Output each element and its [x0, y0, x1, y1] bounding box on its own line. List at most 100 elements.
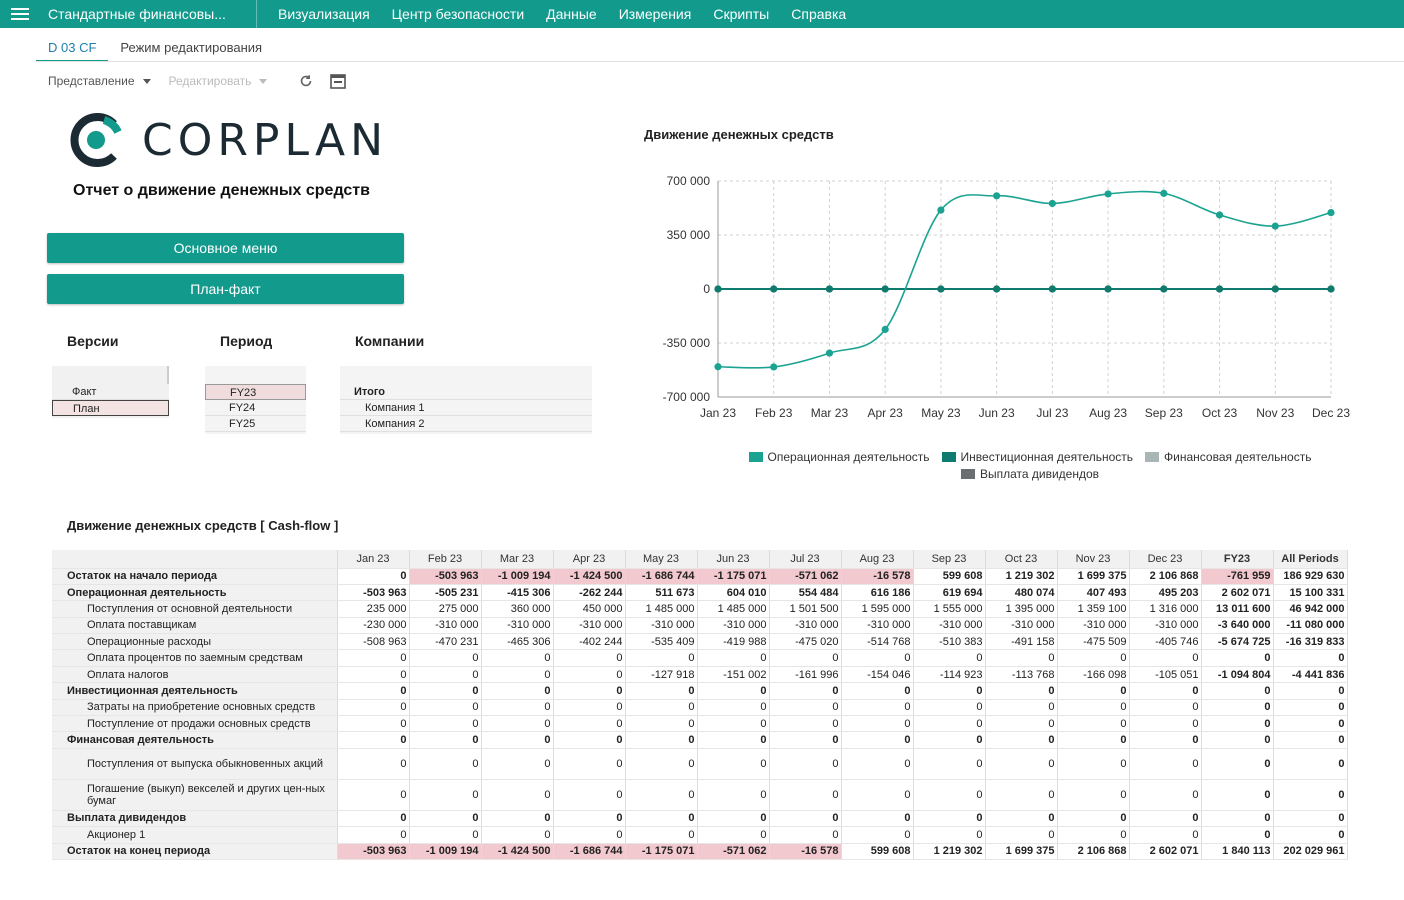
fullscreen-icon[interactable]: [327, 72, 349, 90]
table-column-header[interactable]: Feb 23: [409, 550, 482, 569]
legend-item[interactable]: Операционная деятельность: [748, 449, 930, 465]
table-cell[interactable]: 0: [913, 810, 986, 828]
main-menu-button[interactable]: Основное меню: [47, 233, 404, 263]
table-cell[interactable]: 0: [1273, 682, 1348, 700]
table-cell[interactable]: 0: [337, 699, 410, 717]
table-cell[interactable]: 0: [985, 748, 1058, 780]
version-item-plan[interactable]: План: [52, 400, 169, 416]
table-cell[interactable]: -310 000: [409, 617, 482, 635]
table-cell[interactable]: 0: [841, 810, 914, 828]
table-cell[interactable]: 0: [697, 748, 770, 780]
table-cell[interactable]: 0: [1129, 779, 1202, 811]
table-cell[interactable]: -1 175 071: [697, 568, 770, 585]
table-cell[interactable]: 0: [337, 649, 410, 667]
table-cell[interactable]: 599 608: [913, 568, 986, 585]
table-cell[interactable]: -415 306: [481, 584, 554, 602]
table-cell[interactable]: 0: [697, 715, 770, 733]
table-cell[interactable]: 0: [553, 826, 626, 844]
table-cell[interactable]: 0: [481, 649, 554, 667]
table-cell[interactable]: 0: [481, 666, 554, 684]
table-cell[interactable]: 0: [625, 649, 698, 667]
table-cell[interactable]: 0: [697, 682, 770, 700]
table-cell[interactable]: 275 000: [409, 600, 482, 618]
table-cell[interactable]: 1 316 000: [1129, 600, 1202, 618]
table-column-header[interactable]: FY23: [1201, 550, 1274, 569]
table-cell[interactable]: 0: [841, 731, 914, 749]
table-cell[interactable]: -419 988: [697, 633, 770, 651]
table-cell[interactable]: 0: [913, 699, 986, 717]
table-cell[interactable]: -310 000: [985, 617, 1058, 635]
table-cell[interactable]: 0: [769, 699, 842, 717]
table-cell[interactable]: 0: [553, 699, 626, 717]
table-cell[interactable]: 480 074: [985, 584, 1058, 602]
table-cell[interactable]: -571 062: [769, 568, 842, 585]
table-cell[interactable]: 0: [337, 826, 410, 844]
company-item-2[interactable]: Компания 2: [340, 416, 592, 432]
table-cell[interactable]: -310 000: [841, 617, 914, 635]
table-cell[interactable]: 0: [337, 810, 410, 828]
table-cell[interactable]: -505 231: [409, 584, 482, 602]
table-cell[interactable]: 0: [1201, 649, 1274, 667]
table-cell[interactable]: 0: [1129, 826, 1202, 844]
table-cell[interactable]: -151 002: [697, 666, 770, 684]
menu-item-security-center[interactable]: Центр безопасности: [391, 6, 525, 22]
table-cell[interactable]: -402 244: [553, 633, 626, 651]
period-item-fy23[interactable]: FY23: [205, 384, 306, 400]
table-cell[interactable]: 0: [985, 682, 1058, 700]
table-cell[interactable]: -1 009 194: [409, 843, 482, 860]
table-cell[interactable]: -571 062: [697, 843, 770, 860]
table-cell[interactable]: 0: [1057, 731, 1130, 749]
table-cell[interactable]: -503 963: [337, 843, 410, 860]
table-cell[interactable]: 1 840 113: [1201, 843, 1274, 860]
table-cell[interactable]: 0: [769, 731, 842, 749]
table-cell[interactable]: -114 923: [913, 666, 986, 684]
view-dropdown[interactable]: Представление: [48, 74, 151, 88]
table-cell[interactable]: 0: [481, 748, 554, 780]
table-cell[interactable]: 0: [337, 731, 410, 749]
table-column-header[interactable]: Oct 23: [985, 550, 1058, 569]
table-cell[interactable]: -465 306: [481, 633, 554, 651]
menu-item-visualization[interactable]: Визуализация: [278, 6, 370, 22]
table-cell[interactable]: 0: [1201, 731, 1274, 749]
table-cell[interactable]: -405 746: [1129, 633, 1202, 651]
table-cell[interactable]: 0: [769, 779, 842, 811]
table-cell[interactable]: -1 424 500: [481, 843, 554, 860]
table-cell[interactable]: 0: [337, 748, 410, 780]
table-cell[interactable]: -503 963: [337, 584, 410, 602]
table-cell[interactable]: -230 000: [337, 617, 410, 635]
table-cell[interactable]: 0: [625, 826, 698, 844]
table-column-header[interactable]: Aug 23: [841, 550, 914, 569]
table-cell[interactable]: 0: [985, 649, 1058, 667]
table-cell[interactable]: 0: [625, 731, 698, 749]
table-cell[interactable]: -470 231: [409, 633, 482, 651]
company-item-total[interactable]: Итого: [340, 384, 592, 400]
table-cell[interactable]: -1 094 804: [1201, 666, 1274, 684]
table-cell[interactable]: 0: [409, 731, 482, 749]
table-cell[interactable]: 0: [553, 810, 626, 828]
table-column-header[interactable]: Jul 23: [769, 550, 842, 569]
table-cell[interactable]: -508 963: [337, 633, 410, 651]
table-column-header[interactable]: Apr 23: [553, 550, 626, 569]
table-cell[interactable]: 186 929 630: [1273, 568, 1348, 585]
table-cell[interactable]: -1 175 071: [625, 843, 698, 860]
table-cell[interactable]: 46 942 000: [1273, 600, 1348, 618]
table-cell[interactable]: 1 219 302: [913, 843, 986, 860]
table-cell[interactable]: -475 020: [769, 633, 842, 651]
table-cell[interactable]: -1 686 744: [625, 568, 698, 585]
table-cell[interactable]: 0: [1129, 748, 1202, 780]
table-cell[interactable]: 0: [913, 748, 986, 780]
table-cell[interactable]: -3 640 000: [1201, 617, 1274, 635]
table-column-header[interactable]: Sep 23: [913, 550, 986, 569]
table-cell[interactable]: 450 000: [553, 600, 626, 618]
table-cell[interactable]: -310 000: [1057, 617, 1130, 635]
table-cell[interactable]: 0: [409, 666, 482, 684]
company-item-1[interactable]: Компания 1: [340, 400, 592, 416]
table-cell[interactable]: 0: [841, 715, 914, 733]
table-cell[interactable]: 0: [625, 748, 698, 780]
table-cell[interactable]: 0: [1201, 682, 1274, 700]
table-cell[interactable]: 554 484: [769, 584, 842, 602]
table-cell[interactable]: 13 011 600: [1201, 600, 1274, 618]
table-cell[interactable]: 0: [409, 779, 482, 811]
table-cell[interactable]: 0: [409, 810, 482, 828]
table-cell[interactable]: 202 029 961: [1273, 843, 1348, 860]
